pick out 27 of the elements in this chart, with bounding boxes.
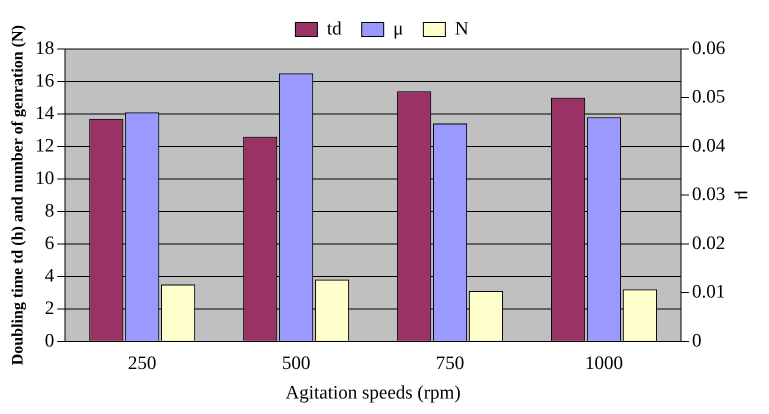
y2-tick-label: 0.05 — [692, 86, 726, 108]
legend-label: td — [326, 18, 342, 40]
x-tick-label: 500 — [282, 352, 310, 374]
y-tick-label: 14 — [35, 102, 55, 124]
y2-tick-label: 0 — [692, 330, 702, 352]
x-tick-label: 250 — [128, 352, 156, 374]
legend-label: μ — [393, 18, 404, 40]
legend-label: N — [454, 18, 469, 40]
y-tick-label: 18 — [35, 38, 54, 59]
y-tick-label: 12 — [35, 135, 54, 156]
y-tick-label: 16 — [35, 70, 54, 92]
y2-tick-label: 0.04 — [692, 135, 726, 156]
x-axis-title: Agitation speeds (rpm) — [285, 382, 461, 404]
y2-tick-label: 0.01 — [692, 282, 726, 303]
y-tick-label: 8 — [44, 200, 54, 222]
x-tick-label: 1000 — [584, 352, 623, 374]
y2-tick-label: 0.06 — [692, 38, 726, 59]
y2-tick-label: 0.02 — [692, 232, 726, 254]
y-tick-label: 2 — [44, 298, 54, 319]
y2-tick-label: 0.03 — [692, 184, 726, 206]
y-tick-label: 6 — [44, 232, 54, 254]
y-tick-label: 4 — [44, 265, 55, 286]
y-tick-label: 10 — [35, 168, 54, 189]
y2-axis-title: μ — [734, 190, 755, 200]
x-tick-label: 750 — [436, 352, 464, 374]
y-axis-title: Doubling time td (h) and number of genration (N) — [10, 25, 27, 366]
y-tick-label: 0 — [44, 330, 54, 352]
